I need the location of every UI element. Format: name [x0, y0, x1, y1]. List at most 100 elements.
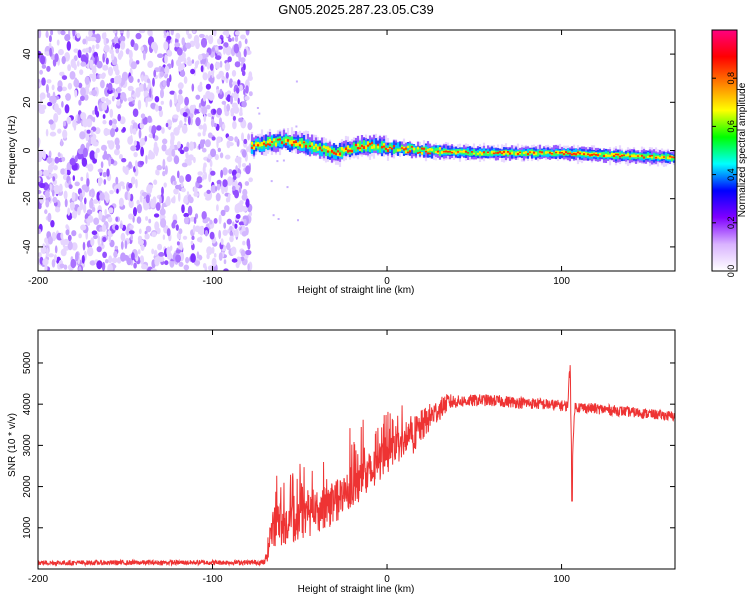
noise-speckle: [189, 141, 194, 151]
snr-frame: [37, 329, 676, 570]
signal-band-segment: [528, 151, 532, 153]
noise-speckle: [40, 245, 47, 254]
noise-speckle: [183, 146, 189, 152]
noise-speckle: [97, 177, 103, 185]
noise-speckle: [181, 124, 188, 134]
noise-speckle: [78, 266, 82, 271]
signal-band-segment: [562, 153, 566, 156]
noise-speckle: [235, 172, 241, 178]
signal-band-segment: [314, 143, 318, 147]
noise-speckle: [77, 206, 81, 216]
x-tick-label: -200: [28, 276, 48, 287]
noise-speckle: [115, 176, 119, 185]
noise-speckle: [195, 94, 201, 100]
noise-speckle: [249, 211, 252, 217]
noise-speckle: [108, 207, 114, 214]
noise-speckle: [47, 101, 53, 107]
signal-band-segment: [650, 155, 654, 157]
noise-speckle: [244, 181, 250, 186]
noise-speckle: [131, 90, 134, 95]
noise-speckle: [173, 195, 176, 204]
noise-speckle: [154, 221, 160, 231]
noise-speckle: [145, 216, 149, 221]
noise-speckle: [192, 30, 196, 34]
noise-speckle: [178, 192, 181, 202]
signal-band-segment: [472, 152, 476, 155]
noise-speckle: [178, 261, 184, 267]
noise-speckle: [198, 225, 205, 236]
noise-speckle: [141, 192, 148, 197]
signal-band-segment: [270, 141, 274, 143]
signal-band-segment: [294, 143, 298, 146]
noise-speckle: [182, 235, 188, 240]
noise-speckle: [216, 107, 222, 116]
signal-band-segment: [434, 151, 438, 154]
colorbar-ticks: 0.0 0.2 0.4 0.6 0.8: [712, 72, 737, 277]
noise-speckle: [127, 136, 133, 145]
noise-speckle: [210, 170, 216, 176]
noise-speckle: [256, 107, 259, 109]
noise-speckle: [64, 167, 68, 176]
noise-speckle: [153, 69, 157, 78]
noise-speckle: [73, 123, 77, 131]
noise-speckle: [50, 220, 55, 228]
noise-speckle: [164, 54, 168, 64]
signal-band-segment: [544, 151, 548, 154]
noise-speckle: [245, 165, 251, 175]
noise-speckle: [59, 71, 65, 76]
noise-speckle: [170, 30, 174, 36]
noise-speckle: [223, 222, 227, 229]
signal-band-segment: [598, 152, 602, 155]
signal-band-segment: [426, 152, 430, 155]
noise-speckle: [103, 36, 107, 46]
signal-band-segment: [374, 145, 378, 151]
signal-band-segment: [262, 142, 266, 145]
colorbar-gradient: [711, 29, 738, 272]
noise-speckle: [234, 203, 241, 214]
noise-speckle: [181, 37, 185, 46]
noise-speckle: [124, 240, 128, 250]
noise-speckle: [64, 198, 68, 208]
y-tick-label: 20: [22, 96, 33, 108]
signal-band-segment: [656, 156, 660, 159]
noise-speckle: [68, 184, 73, 190]
signal-band-segment: [332, 147, 336, 155]
noise-speckle: [78, 99, 82, 106]
signal-band-segment: [300, 144, 304, 149]
signal-band-segment: [270, 135, 274, 145]
noise-speckle: [114, 43, 121, 50]
noise-speckle: [57, 30, 62, 35]
signal-band-segment: [424, 150, 428, 153]
noise-speckle: [173, 188, 179, 195]
signal-band-segment: [456, 151, 460, 153]
signal-band-segment: [386, 149, 390, 153]
noise-speckle: [188, 154, 194, 161]
noise-speckle: [90, 130, 94, 135]
noise-speckle: [45, 199, 50, 208]
signal-band-segment: [298, 144, 302, 147]
signal-band-segment: [540, 152, 544, 155]
noise-speckle: [118, 154, 123, 160]
signal-band-segment: [534, 152, 538, 155]
noise-speckle: [238, 40, 242, 49]
noise-speckle: [100, 79, 105, 89]
noise-speckle: [240, 249, 246, 257]
signal-band-segment: [524, 151, 528, 157]
noise-speckle: [61, 75, 68, 80]
signal-band-segment: [648, 155, 652, 157]
noise-speckle: [88, 30, 93, 37]
noise-speckle: [100, 96, 106, 103]
signal-band-segment: [252, 144, 256, 147]
noise-speckle: [169, 74, 172, 83]
noise-speckle: [231, 185, 236, 191]
signal-band-segment: [382, 143, 386, 147]
signal-band-segment: [666, 156, 670, 160]
signal-band-segment: [588, 154, 592, 157]
noise-speckle: [143, 50, 146, 61]
noise-speckle: [154, 104, 159, 112]
noise-speckle: [150, 268, 157, 271]
signal-band-segment: [598, 153, 602, 157]
y-tick-label: -20: [22, 191, 33, 206]
noise-speckle: [133, 140, 137, 147]
